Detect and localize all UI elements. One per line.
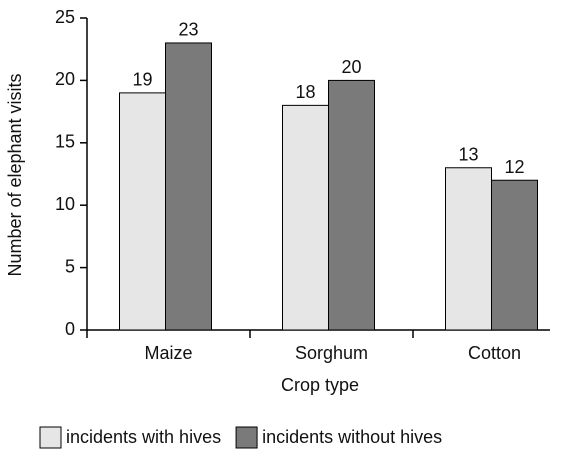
x-tick-label: Cotton bbox=[468, 343, 521, 363]
data-label: 12 bbox=[504, 157, 524, 177]
bar bbox=[445, 167, 492, 331]
x-axis-label: Crop type bbox=[281, 375, 359, 395]
x-tick-label: Maize bbox=[144, 343, 192, 363]
x-tick-label: Sorghum bbox=[295, 343, 368, 363]
bar bbox=[282, 104, 329, 331]
y-axis-label: Number of elephant visits bbox=[5, 73, 25, 276]
y-tick-label: 0 bbox=[65, 319, 75, 339]
bar bbox=[491, 179, 538, 331]
legend-label: incidents with hives bbox=[66, 427, 221, 447]
y-tick-label: 20 bbox=[55, 69, 75, 89]
y-tick-label: 5 bbox=[65, 256, 75, 276]
legend-label: incidents without hives bbox=[262, 427, 442, 447]
bar bbox=[119, 92, 166, 331]
data-label: 19 bbox=[132, 70, 152, 90]
data-label: 13 bbox=[458, 145, 478, 165]
data-label: 20 bbox=[341, 57, 361, 77]
y-tick-label: 10 bbox=[55, 194, 75, 214]
data-label: 23 bbox=[178, 20, 198, 40]
y-tick-label: 25 bbox=[55, 7, 75, 27]
legend-swatch bbox=[235, 426, 258, 449]
data-label: 18 bbox=[295, 82, 315, 102]
y-tick-label: 15 bbox=[55, 132, 75, 152]
bar bbox=[165, 42, 212, 331]
legend-swatch bbox=[39, 426, 62, 449]
bar bbox=[328, 79, 375, 331]
